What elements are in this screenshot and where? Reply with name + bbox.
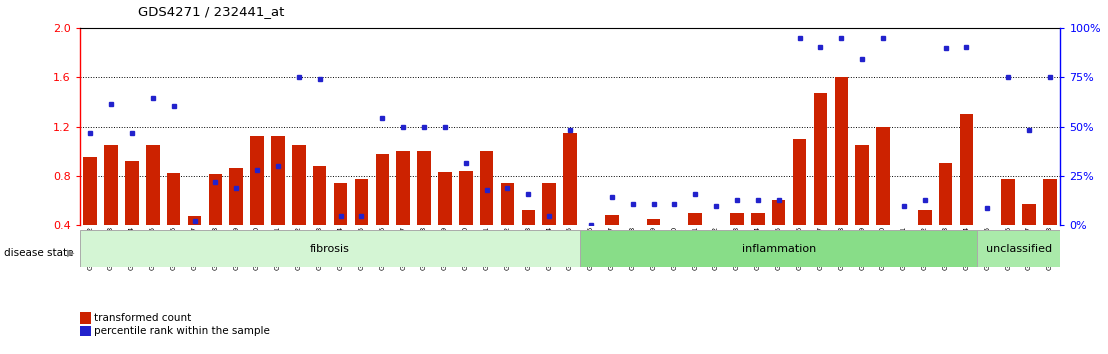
Bar (250, 136, 264, 225)
Bar (104, 145, 117, 225)
Bar (581, 230, 977, 267)
Bar (418, 151, 431, 225)
Bar (834, 78, 848, 225)
Bar (688, 212, 702, 225)
Bar (376, 154, 389, 225)
Bar (438, 172, 452, 225)
Bar (397, 151, 410, 225)
Text: unclassified: unclassified (986, 244, 1051, 254)
Bar (960, 114, 973, 225)
Bar (501, 183, 514, 225)
Bar (271, 136, 285, 225)
Text: ▶: ▶ (66, 248, 74, 258)
Bar (208, 175, 223, 225)
Bar (793, 139, 807, 225)
Bar (605, 215, 618, 225)
Bar (334, 183, 347, 225)
Text: fibrosis: fibrosis (310, 244, 350, 254)
Bar (977, 230, 1060, 267)
Bar (125, 161, 138, 225)
Bar (167, 173, 181, 225)
Bar (813, 93, 828, 225)
Bar (459, 171, 472, 225)
Text: GDS4271 / 232441_at: GDS4271 / 232441_at (138, 5, 285, 18)
Bar (855, 145, 869, 225)
Bar (522, 210, 535, 225)
Bar (938, 164, 953, 225)
Bar (772, 200, 786, 225)
Bar (543, 183, 556, 225)
Bar (730, 212, 743, 225)
Text: percentile rank within the sample: percentile rank within the sample (94, 326, 270, 336)
Bar (563, 133, 577, 225)
Bar (187, 216, 202, 225)
Bar (917, 210, 932, 225)
Bar (751, 212, 765, 225)
Bar (355, 179, 368, 225)
Bar (83, 157, 98, 225)
Bar (1002, 179, 1015, 225)
Bar (1023, 204, 1036, 225)
Bar (876, 126, 890, 225)
Bar (647, 219, 660, 225)
Bar (229, 168, 243, 225)
Bar (480, 151, 493, 225)
Bar (293, 145, 306, 225)
Text: transformed count: transformed count (94, 313, 192, 322)
Bar (312, 166, 327, 225)
Text: inflammation: inflammation (741, 244, 815, 254)
Bar (146, 145, 160, 225)
Bar (80, 230, 581, 267)
Bar (1043, 179, 1057, 225)
Text: disease state: disease state (4, 248, 74, 258)
